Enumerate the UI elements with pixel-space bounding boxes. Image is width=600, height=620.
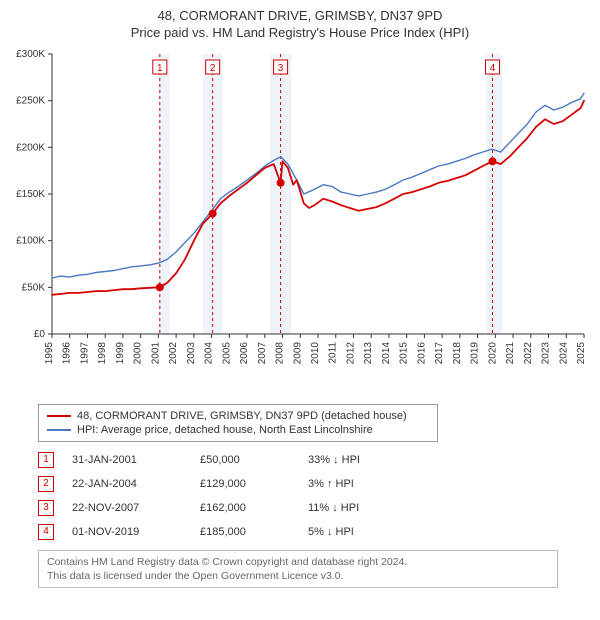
svg-text:1997: 1997 (79, 342, 90, 365)
chart-container: 48, CORMORANT DRIVE, GRIMSBY, DN37 9PD P… (0, 0, 600, 592)
svg-text:2009: 2009 (292, 342, 303, 365)
legend-label: 48, CORMORANT DRIVE, GRIMSBY, DN37 9PD (… (77, 410, 407, 422)
svg-text:1995: 1995 (44, 342, 55, 365)
attribution-footer: Contains HM Land Registry data © Crown c… (38, 550, 558, 588)
svg-text:2021: 2021 (505, 342, 516, 365)
svg-text:1998: 1998 (97, 342, 108, 365)
event-marker: 2 (38, 476, 54, 492)
event-diff: 3% ↑ HPI (308, 478, 418, 490)
event-row: 4 01-NOV-2019 £185,000 5% ↓ HPI (38, 520, 592, 544)
legend-label: HPI: Average price, detached house, Nort… (77, 424, 373, 436)
event-row: 2 22-JAN-2004 £129,000 3% ↑ HPI (38, 472, 592, 496)
event-price: £50,000 (200, 454, 290, 466)
svg-text:2002: 2002 (168, 342, 179, 365)
svg-text:£300K: £300K (16, 49, 45, 60)
svg-text:2: 2 (210, 63, 216, 74)
footer-line-2: This data is licensed under the Open Gov… (47, 569, 549, 583)
svg-text:2007: 2007 (257, 342, 268, 365)
event-price: £129,000 (200, 478, 290, 490)
svg-text:1: 1 (157, 63, 163, 74)
svg-text:£0: £0 (34, 329, 46, 340)
legend-swatch (47, 415, 71, 417)
chart-area: £0 £50K £100K £150K £200K £250K £300K 1995 1996 1… (8, 46, 592, 396)
footer-line-1: Contains HM Land Registry data © Crown c… (47, 555, 549, 569)
svg-text:2019: 2019 (470, 342, 481, 365)
svg-text:£250K: £250K (16, 96, 45, 107)
event-diff: 11% ↓ HPI (308, 502, 418, 514)
event-diff: 5% ↓ HPI (308, 526, 418, 538)
event-date: 01-NOV-2019 (72, 526, 182, 538)
event-price: £185,000 (200, 526, 290, 538)
svg-text:2018: 2018 (452, 342, 463, 365)
svg-text:2014: 2014 (381, 342, 392, 365)
svg-text:2011: 2011 (328, 342, 339, 364)
title-block: 48, CORMORANT DRIVE, GRIMSBY, DN37 9PD P… (8, 8, 592, 40)
svg-text:3: 3 (278, 63, 284, 74)
title-address: 48, CORMORANT DRIVE, GRIMSBY, DN37 9PD (8, 8, 592, 23)
svg-text:2013: 2013 (363, 342, 374, 365)
line-chart-svg: £0 £50K £100K £150K £200K £250K £300K 1995 1996 1… (8, 46, 592, 396)
svg-text:2004: 2004 (204, 342, 215, 365)
title-subtitle: Price paid vs. HM Land Registry's House … (8, 25, 592, 40)
event-price: £162,000 (200, 502, 290, 514)
svg-text:2006: 2006 (239, 342, 250, 365)
svg-text:£200K: £200K (16, 142, 45, 153)
svg-text:2010: 2010 (310, 342, 321, 365)
event-marker: 1 (38, 452, 54, 468)
svg-text:2008: 2008 (275, 342, 286, 365)
svg-text:2012: 2012 (345, 342, 356, 365)
event-marker: 4 (38, 524, 54, 540)
svg-text:£50K: £50K (22, 282, 46, 293)
event-date: 22-JAN-2004 (72, 478, 182, 490)
svg-text:2016: 2016 (416, 342, 427, 365)
svg-text:2015: 2015 (399, 342, 410, 365)
event-marker: 3 (38, 500, 54, 516)
svg-text:4: 4 (490, 63, 496, 74)
event-diff: 33% ↓ HPI (308, 454, 418, 466)
events-table: 1 31-JAN-2001 £50,000 33% ↓ HPI 2 22-JAN-2004… (38, 448, 592, 544)
svg-text:2017: 2017 (434, 342, 445, 365)
event-row: 1 31-JAN-2001 £50,000 33% ↓ HPI (38, 448, 592, 472)
legend-swatch (47, 429, 71, 431)
svg-text:2024: 2024 (558, 342, 569, 365)
svg-text:1999: 1999 (115, 342, 126, 365)
legend-item: 48, CORMORANT DRIVE, GRIMSBY, DN37 9PD (… (47, 409, 429, 423)
svg-text:£150K: £150K (16, 189, 45, 200)
event-date: 22-NOV-2007 (72, 502, 182, 514)
svg-text:£100K: £100K (16, 236, 45, 247)
legend: 48, CORMORANT DRIVE, GRIMSBY, DN37 9PD (… (38, 404, 438, 442)
svg-text:2020: 2020 (487, 342, 498, 365)
svg-text:1996: 1996 (62, 342, 73, 365)
svg-text:2000: 2000 (133, 342, 144, 365)
svg-text:2022: 2022 (523, 342, 534, 365)
event-date: 31-JAN-2001 (72, 454, 182, 466)
svg-text:2005: 2005 (221, 342, 232, 365)
svg-text:2003: 2003 (186, 342, 197, 365)
legend-item: HPI: Average price, detached house, Nort… (47, 423, 429, 437)
svg-text:2025: 2025 (576, 342, 587, 365)
svg-text:2001: 2001 (150, 342, 161, 365)
svg-text:2023: 2023 (541, 342, 552, 365)
event-row: 3 22-NOV-2007 £162,000 11% ↓ HPI (38, 496, 592, 520)
